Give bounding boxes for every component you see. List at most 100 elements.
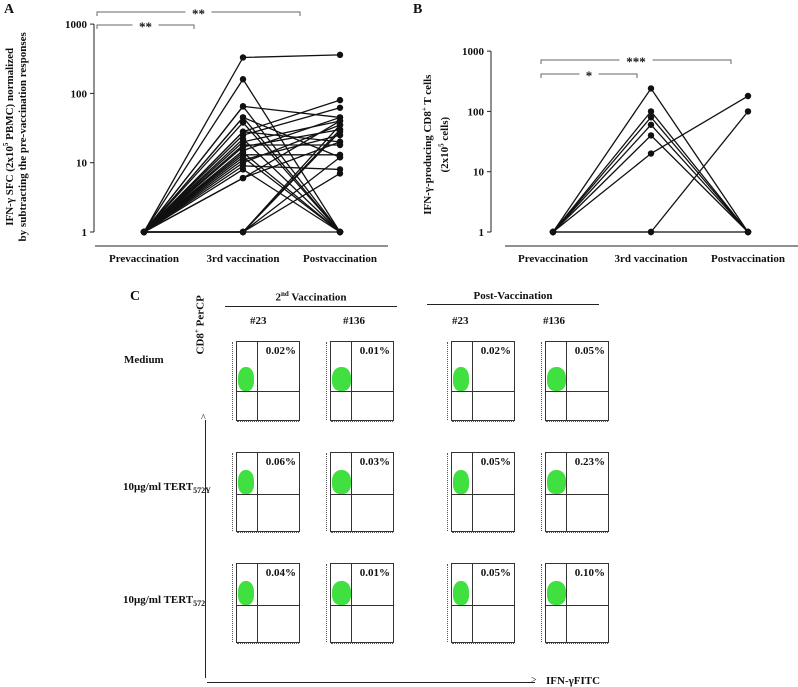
x-tick-label: Prevaccination	[109, 253, 179, 265]
y-tick-label: 1	[479, 227, 485, 239]
y-ticks	[447, 453, 451, 531]
significance-label: ***	[626, 54, 646, 69]
cell-population	[238, 367, 254, 391]
chart-a: 1 10 100 1000 Prevaccination 3rd vaccination P…	[65, 6, 388, 265]
y-ticks	[541, 564, 545, 642]
quadrant-line	[472, 564, 473, 642]
percentage-label: 0.02%	[265, 345, 296, 357]
series-line	[552, 110, 749, 233]
data-point	[647, 114, 655, 121]
quadrant-line	[237, 605, 299, 606]
y-tick-label: 1000	[462, 46, 485, 58]
quadrant-line	[472, 453, 473, 531]
panel-label-c: C	[130, 289, 141, 304]
quadrant-line	[351, 453, 352, 531]
quadrant-line	[566, 453, 567, 531]
chart-b-ylabel: IFN-γ-producing CD8+ T cells (2x105 cell…	[420, 74, 451, 215]
y-ticks	[541, 453, 545, 531]
y-tick-label: 100	[71, 88, 88, 100]
x-axis-label: IFN-γFITC	[546, 675, 601, 687]
data-point	[744, 92, 752, 100]
cell-population	[332, 581, 351, 605]
arrow-up-icon: ^	[201, 413, 206, 424]
flow-plot: 0.10%	[541, 563, 609, 644]
flow-plot: 0.05%	[447, 563, 515, 644]
quadrant-line	[452, 391, 514, 392]
significance-bracket	[96, 11, 301, 16]
percentage-label: 0.23%	[574, 456, 605, 468]
significance-bracket	[540, 59, 732, 64]
quadrant-line	[351, 342, 352, 420]
arrow-right-icon: >	[531, 675, 537, 686]
data-point	[239, 54, 247, 61]
y-tick-label: 1	[82, 227, 88, 239]
panel-label-b: B	[413, 2, 423, 17]
percentage-label: 0.01%	[359, 345, 390, 357]
y-tick-label: 1000	[65, 19, 88, 31]
row-label: 10μg/ml TERT572	[123, 594, 206, 609]
cell-population	[453, 581, 469, 605]
flow-plot: 0.02%	[232, 341, 300, 422]
data-point	[239, 76, 247, 83]
percentage-label: 0.04%	[265, 567, 296, 579]
data-point	[336, 228, 344, 236]
column-label: #23	[250, 315, 267, 327]
series-line	[552, 134, 749, 233]
significance-bracket	[96, 24, 195, 29]
x-tick-label: 3rd vaccination	[206, 253, 279, 265]
cell-population	[547, 367, 566, 391]
y-axis-arrow	[205, 420, 206, 678]
significance-label: **	[192, 6, 205, 21]
data-point	[239, 166, 247, 173]
y-ticks	[232, 564, 236, 642]
x-tick-label: Prevaccination	[518, 253, 588, 265]
y-ticks	[232, 453, 236, 531]
x-ticks	[546, 421, 608, 425]
x-tick-label: Postvaccination	[303, 253, 377, 265]
x-ticks	[546, 532, 608, 536]
y-ticks	[541, 342, 545, 420]
quadrant-line	[566, 564, 567, 642]
charts-ab: 1 10 100 1000 Prevaccination 3rd vaccination P…	[65, 6, 798, 265]
percentage-label: 0.03%	[359, 456, 390, 468]
data-point	[239, 119, 247, 126]
percentage-label: 0.06%	[265, 456, 296, 468]
percentage-label: 0.01%	[359, 567, 390, 579]
quadrant-line	[566, 342, 567, 420]
flow-plot: 0.02%	[447, 341, 515, 422]
x-ticks	[331, 421, 393, 425]
x-ticks	[452, 532, 514, 536]
significance-label: **	[139, 19, 152, 34]
y-tick-label: 10	[473, 167, 485, 179]
significance-bracket	[540, 73, 638, 78]
y-ticks	[232, 342, 236, 420]
flow-plot: 0.06%	[232, 452, 300, 533]
chart-b: 1 10 100 1000 Prevaccination 3rd vaccination P…	[462, 46, 798, 265]
percentage-label: 0.02%	[480, 345, 511, 357]
cell-population	[453, 470, 469, 494]
x-axis-arrow	[207, 682, 535, 683]
series-line	[552, 123, 749, 233]
percentage-label: 0.05%	[574, 345, 605, 357]
quadrant-line	[546, 494, 608, 495]
data-point	[336, 51, 344, 59]
y-ticks	[447, 564, 451, 642]
column-label: #136	[543, 315, 565, 327]
quadrant-line	[546, 391, 608, 392]
y-axis-label: CD8+ PerCP	[192, 295, 207, 355]
cell-population	[332, 367, 351, 391]
data-point	[336, 96, 344, 104]
column-label: #136	[343, 315, 365, 327]
cell-population	[238, 470, 254, 494]
percentage-label: 0.10%	[574, 567, 605, 579]
cell-population	[332, 470, 351, 494]
data-point	[239, 228, 247, 236]
y-ticks	[326, 453, 330, 531]
panel-label-a: A	[4, 2, 15, 17]
quadrant-line	[257, 342, 258, 420]
flow-plot: 0.23%	[541, 452, 609, 533]
flow-plot: 0.04%	[232, 563, 300, 644]
quadrant-line	[452, 494, 514, 495]
x-ticks	[237, 643, 299, 647]
